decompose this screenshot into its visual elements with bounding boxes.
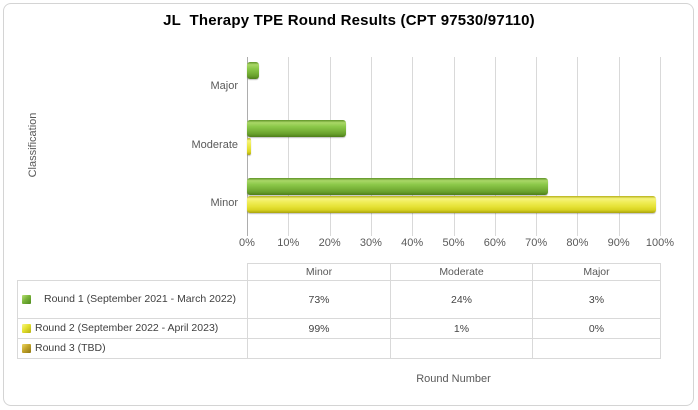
x-tick-label: 50% [442,237,465,249]
legend-key-icon [22,344,31,353]
x-tick-label: 30% [359,237,382,249]
row-label-text: Round 2 (September 2022 - April 2023) [35,322,219,334]
value-cell [390,338,533,359]
table-row: Round 1 (September 2021 - March 2022) 73%… [17,280,661,319]
row-label: Round 2 (September 2022 - April 2023) [17,318,248,339]
table-row: Round 2 (September 2022 - April 2023) 99%… [17,318,661,339]
x-tick-label: 90% [607,237,630,249]
bar-moderate-series-2 [247,137,252,155]
row-label-text: Round 1 (September 2021 - March 2022) [43,293,237,305]
table-row: Round 3 (TBD) [17,338,661,359]
value-cell: 3% [532,280,661,319]
value-cell: 24% [390,280,533,319]
table-corner-cell [17,263,248,281]
gridline [329,57,331,236]
row-label: Round 1 (September 2021 - March 2022) [17,280,248,319]
value-cell [247,338,391,359]
x-tick-label: 80% [566,237,589,249]
legend-key-icon [22,295,31,304]
bar-moderate-series-1 [247,119,347,137]
gridline [453,57,455,236]
gridline [618,57,620,236]
value-cell: 99% [247,318,391,339]
row-label: Round 3 (TBD) [17,338,248,359]
x-tick-label: 40% [401,237,424,249]
x-tick-label: 0% [239,237,255,249]
value-cell: 0% [532,318,661,339]
x-tick-label: 70% [525,237,548,249]
bar-minor-series-1 [247,178,549,196]
gridline [536,57,538,236]
row-label-text: Round 3 (TBD) [35,342,106,354]
plot-area [247,57,661,236]
value-cell: 73% [247,280,391,319]
category-label-moderate: Moderate [191,138,238,151]
y-axis-title: Classification [27,112,39,178]
x-axis-caption: Round Number [416,373,491,385]
gridline [370,57,372,236]
gridline [577,57,579,236]
x-tick-label: 20% [318,237,341,249]
bar-major-series-1 [247,61,260,79]
category-label-major: Major [210,80,238,93]
table-header-cell: Moderate [390,263,533,281]
category-label-minor: Minor [210,196,238,209]
table-header-cell: Minor [247,263,391,281]
chart-title: JL Therapy TPE Round Results (CPT 97530/… [163,12,535,29]
legend-key-icon [22,324,31,333]
gridline [660,57,661,236]
data-table: Minor Moderate Major Round 1 (September 202… [17,263,661,359]
table-header-cell: Major [532,263,661,281]
bar-minor-series-2 [247,196,656,214]
gridline [494,57,496,236]
value-cell [532,338,661,359]
x-tick-label: 60% [483,237,506,249]
x-tick-label: 10% [277,237,300,249]
x-tick-label: 100% [645,237,675,249]
gridline [288,57,290,236]
gridline [412,57,414,236]
value-cell: 1% [390,318,533,339]
